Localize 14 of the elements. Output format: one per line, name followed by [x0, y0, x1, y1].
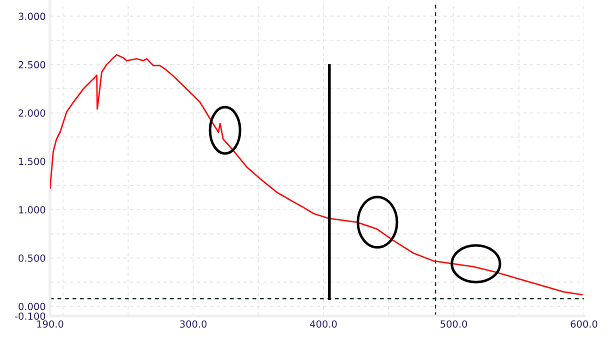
x-tick-label: 500.0	[440, 320, 468, 328]
y-tick-label: -0.100	[14, 312, 46, 320]
y-tick-label: 0.000	[18, 302, 46, 310]
y-tick-label: 1.500	[19, 158, 46, 166]
x-tick-label: 300.0	[180, 320, 207, 328]
y-tick-label: 3.000	[18, 12, 46, 20]
x-tick-label: 400.0	[310, 320, 337, 328]
x-tick-label: 600.0	[570, 320, 598, 328]
y-tick-label: 2.500	[18, 61, 46, 68]
x-tick-label: 190.0	[37, 320, 64, 328]
y-tick-label: 0.500	[18, 254, 46, 262]
y-tick-label: 2.000	[18, 109, 46, 117]
y-tick-label: 1.000	[19, 206, 46, 214]
line-series	[50, 54, 583, 296]
